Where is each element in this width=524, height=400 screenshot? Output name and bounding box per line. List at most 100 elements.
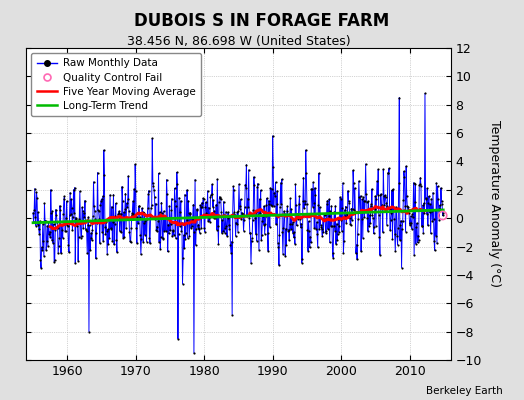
Point xyxy=(361,198,369,204)
Point xyxy=(310,200,318,206)
Point xyxy=(343,211,351,218)
Point xyxy=(322,230,330,236)
Point xyxy=(43,223,51,229)
Point xyxy=(190,228,199,235)
Point xyxy=(54,250,62,256)
Point xyxy=(206,194,215,200)
Point xyxy=(48,237,56,244)
Point xyxy=(264,248,272,254)
Point xyxy=(254,212,263,218)
Point xyxy=(360,198,368,204)
Point xyxy=(363,199,371,205)
Point xyxy=(152,224,161,230)
Point xyxy=(295,193,303,199)
Point xyxy=(221,230,229,236)
Point xyxy=(209,204,217,210)
Point xyxy=(372,196,380,202)
Point xyxy=(273,188,281,194)
Point xyxy=(369,215,377,222)
Point xyxy=(188,216,196,223)
Point xyxy=(149,182,158,189)
Point xyxy=(184,209,193,216)
Point xyxy=(223,233,231,239)
Point xyxy=(143,238,151,245)
Point xyxy=(29,210,37,216)
Point xyxy=(197,225,205,231)
Point xyxy=(422,195,430,201)
Point xyxy=(230,209,238,215)
Point xyxy=(145,188,153,194)
Point xyxy=(421,90,429,96)
Point xyxy=(187,225,195,231)
Point xyxy=(51,226,60,233)
Point xyxy=(92,229,101,236)
Point xyxy=(116,216,125,222)
Point xyxy=(272,201,281,208)
Point xyxy=(300,198,309,204)
Point xyxy=(88,227,96,233)
Point xyxy=(384,170,392,176)
Point xyxy=(119,234,127,241)
Point xyxy=(260,203,268,209)
Point xyxy=(36,218,44,224)
Point xyxy=(242,162,250,168)
Point xyxy=(193,206,201,212)
Point xyxy=(270,202,278,209)
Point xyxy=(271,192,279,199)
Point xyxy=(60,196,68,202)
Point xyxy=(244,204,253,210)
Point xyxy=(250,182,258,188)
Point xyxy=(68,204,76,211)
Point xyxy=(61,228,69,234)
Point xyxy=(369,230,378,237)
Point xyxy=(419,202,427,208)
Point xyxy=(227,250,235,256)
Text: DUBOIS S IN FORAGE FARM: DUBOIS S IN FORAGE FARM xyxy=(134,12,390,30)
Point xyxy=(219,228,227,234)
Point xyxy=(404,204,412,210)
Point xyxy=(383,222,391,228)
Point xyxy=(326,223,335,229)
Point xyxy=(176,223,184,229)
Point xyxy=(163,191,171,198)
Point xyxy=(307,186,315,192)
Point xyxy=(174,336,182,342)
Point xyxy=(63,222,71,228)
Point xyxy=(293,213,302,220)
Point xyxy=(322,228,331,234)
Point xyxy=(69,214,77,220)
Point xyxy=(284,228,292,234)
Point xyxy=(423,185,431,192)
Point xyxy=(397,218,405,224)
Point xyxy=(256,187,265,194)
Point xyxy=(339,250,347,256)
Point xyxy=(283,207,291,214)
Point xyxy=(312,219,321,225)
Point xyxy=(415,182,423,188)
Point xyxy=(249,174,258,180)
Point xyxy=(76,219,84,226)
Point xyxy=(140,209,148,216)
Point xyxy=(98,229,106,235)
Point xyxy=(316,204,324,210)
Point xyxy=(304,218,313,224)
Point xyxy=(220,198,228,205)
Point xyxy=(216,196,225,202)
Point xyxy=(166,227,174,234)
Point xyxy=(327,203,335,209)
Y-axis label: Temperature Anomaly (°C): Temperature Anomaly (°C) xyxy=(488,120,501,288)
Point xyxy=(367,200,376,207)
Point xyxy=(201,204,210,210)
Point xyxy=(243,196,252,202)
Point xyxy=(340,238,348,244)
Point xyxy=(234,228,242,235)
Point xyxy=(222,209,230,215)
Point xyxy=(92,255,100,262)
Point xyxy=(104,226,112,232)
Point xyxy=(356,209,364,215)
Point xyxy=(75,216,83,222)
Point xyxy=(167,207,176,213)
Point xyxy=(87,230,95,236)
Point xyxy=(320,210,328,217)
Point xyxy=(429,189,437,196)
